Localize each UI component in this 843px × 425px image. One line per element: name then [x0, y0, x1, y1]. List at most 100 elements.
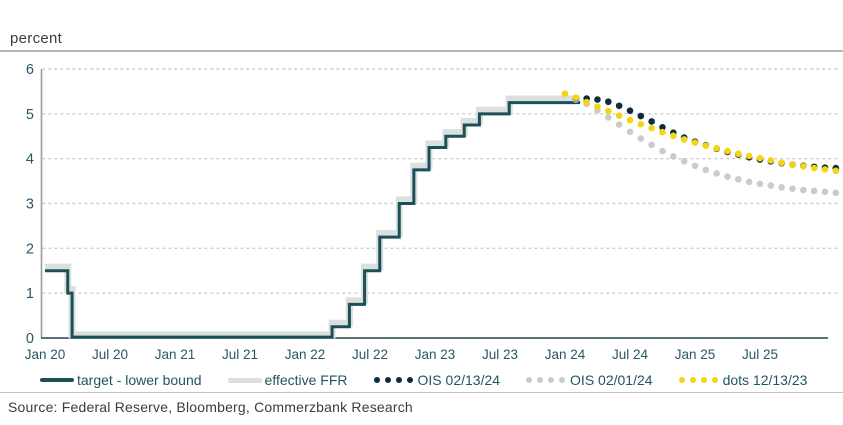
series-dots-12-13-23-dot [659, 128, 666, 136]
series-ois-02-13-24-dot [648, 118, 655, 125]
source-text: Source: Federal Reserve, Bloomberg, Comm… [8, 399, 413, 415]
series-dots-12-13-23-dot [615, 112, 623, 119]
series-ois-02-01-24-dot [810, 187, 818, 195]
series-dots-12-13-23-dot [637, 120, 645, 128]
bottom-divider [0, 392, 843, 393]
legend-label: target - lower bound [77, 372, 202, 388]
series-dots-12-13-23-dot [810, 164, 818, 172]
series-ois-02-01-24-dot [789, 185, 796, 193]
series-dots-12-13-23-dot [735, 150, 742, 158]
y-tick-label: 5 [26, 107, 34, 123]
series-ois-02-13-24-dot [615, 102, 623, 110]
series-dots-12-13-23-dot [572, 94, 580, 101]
series-dots-12-13-23-dot [561, 90, 569, 97]
x-tick-label: Jul 23 [482, 347, 518, 362]
x-tick-label: Jul 24 [612, 347, 649, 362]
x-tick-label: Jan 21 [155, 347, 196, 362]
legend-item-4: dots 12/13/23 [678, 372, 808, 388]
series-dots-12-13-23-dot [670, 132, 677, 140]
series-ois-02-01-24-dot [724, 173, 731, 180]
series-dots-12-13-23-dot [680, 136, 688, 143]
series-ois-02-01-24-dot [626, 128, 634, 136]
series-dots-12-13-23-dot [626, 116, 634, 124]
series-ois-02-13-24-dot [659, 123, 666, 131]
legend-label: dots 12/13/23 [722, 372, 808, 388]
legend-dot-icon [689, 377, 696, 383]
policy-rate-chart: 0 1 2 3 4 5 6 Jan 20 Jul 20 Jan 21 Jul 21 Jan 22 Jul… [25, 62, 840, 362]
legend-dot-icon [395, 377, 402, 383]
series-effective-ffr [45, 95, 581, 339]
series-ois-02-01-24-dot [670, 153, 677, 160]
x-tick-label: Jan 20 [25, 347, 66, 362]
series-ois-02-01-24-dot [691, 162, 699, 170]
legend-dot-icon [384, 377, 391, 383]
legend-dots-swatch [373, 377, 413, 383]
series-ois-02-01-24-dot [832, 189, 840, 197]
y-tick-label: 2 [26, 241, 34, 257]
series-ois-02-01-24-dot [713, 170, 720, 177]
x-tick-label: Jul 22 [352, 347, 388, 362]
series-dots-12-13-23-dot [832, 167, 840, 175]
legend-dot-icon [700, 377, 707, 383]
series-dots-12-13-23-dot [583, 98, 590, 106]
legend-line-swatch [227, 377, 262, 383]
series-ois-02-01-24-dot [756, 180, 764, 188]
legend-label: effective FFR [264, 372, 348, 388]
series-ois-02-01-24-dot [735, 175, 742, 183]
y-tick-label: 3 [26, 197, 34, 213]
series-dots-12-13-23-dot [821, 166, 829, 173]
series-dots-12-13-23-dot [745, 152, 753, 160]
series-ois-02-13-24-dot [605, 98, 612, 106]
legend-dot-icon [406, 377, 413, 383]
legend-label: OIS 02/13/24 [417, 372, 501, 388]
series-ois-02-01-24-dot [615, 121, 623, 128]
series-dots-12-13-23-dot [789, 161, 796, 168]
legend-dots-swatch [526, 377, 566, 383]
series-ois-02-13-24-dot [626, 107, 634, 114]
legend-dot-icon [548, 377, 555, 383]
legend-line-swatch [40, 378, 74, 382]
series-dots-12-13-23-dot [800, 162, 807, 170]
y-tick-label: 6 [26, 62, 34, 78]
legend-dot-icon [373, 377, 380, 383]
series-ois-02-01-24-dot [648, 141, 655, 149]
legend-dot-icon [537, 377, 544, 383]
legend-dot-icon [559, 377, 566, 383]
legend-item-2: OIS 02/13/24 [373, 372, 501, 388]
series-dots-12-13-23-dot [702, 142, 710, 149]
chart-legend: target - lower bound effective FFR OIS 02/… [40, 369, 830, 391]
y-tick-label: 4 [26, 152, 34, 168]
legend-dot-icon [678, 377, 685, 383]
series-ois-02-01-24-dot [702, 166, 710, 174]
series-dots-12-13-23-dot [767, 157, 775, 164]
series-dots-12-13-23-dot [648, 124, 655, 132]
series-dots-12-13-23-dot [605, 107, 612, 115]
series-target-lower-bound [45, 101, 581, 339]
series-dots-12-13-23-dot [691, 139, 699, 146]
series-ois-02-13-24-dot [637, 112, 645, 120]
series-ois-02-01-24-dot [800, 186, 807, 194]
series-ois-02-01-24-dot [745, 178, 753, 186]
series-dots-12-13-23-dot [594, 103, 601, 110]
y-tick-label: 0 [26, 331, 34, 347]
series-dots-12-13-23-dot [756, 154, 764, 162]
series-ois-02-01-24-dot [637, 135, 645, 142]
series-ois-02-01-24-dot [821, 188, 829, 196]
legend-label: OIS 02/01/24 [570, 372, 653, 388]
top-divider [0, 50, 843, 52]
series-ois-02-01-24-dot [680, 158, 688, 165]
x-tick-label: Jul 20 [92, 347, 128, 362]
legend-dot-icon [711, 377, 718, 383]
series-ois-02-01-24-dot [659, 147, 666, 155]
legend-dot-icon [526, 377, 533, 383]
series-ois-02-01-24-dot [778, 184, 785, 191]
x-tick-label: Jan 24 [545, 347, 586, 362]
x-tick-label: Jan 23 [415, 347, 456, 362]
series-dots-12-13-23-dot [724, 147, 731, 155]
series-ois-02-01-24-dot [605, 114, 612, 121]
series-dots-12-13-23-dot [778, 159, 785, 167]
legend-item-3: OIS 02/01/24 [526, 372, 653, 388]
y-tick-label: 1 [26, 286, 34, 302]
series-dots-12-13-23-dot [713, 145, 720, 152]
x-tick-label: Jul 21 [222, 347, 258, 362]
